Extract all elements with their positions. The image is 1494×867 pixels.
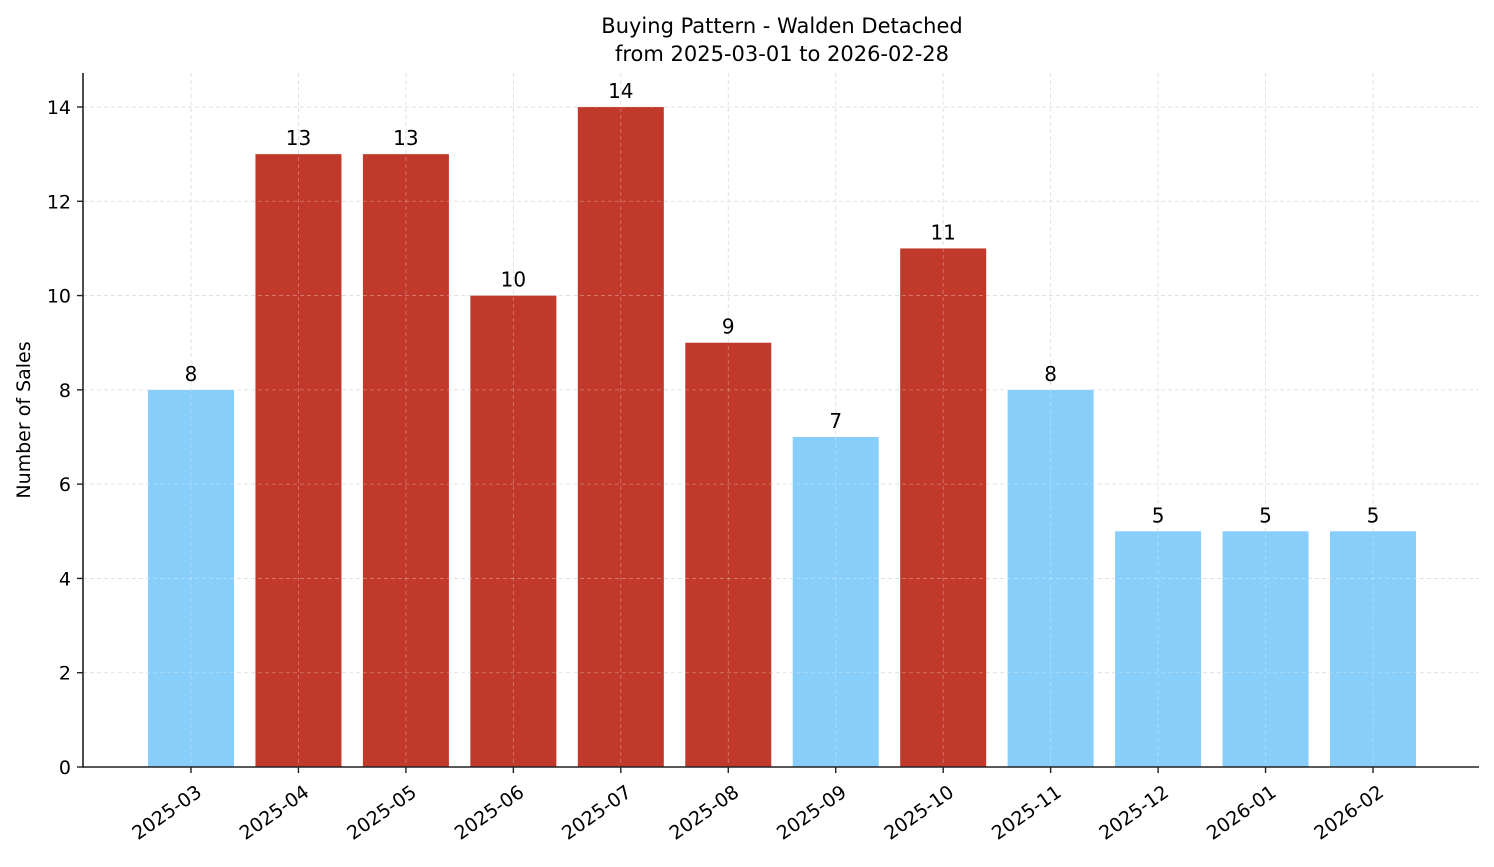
bar-2026-02 — [1330, 531, 1416, 767]
data-label: 8 — [1044, 362, 1057, 386]
y-tick-label: 2 — [59, 663, 71, 685]
x-tick-label: 2025-07 — [558, 781, 636, 845]
gridlines-overlay — [83, 73, 1479, 767]
y-tick-label: 4 — [59, 568, 71, 590]
data-label: 5 — [1259, 503, 1272, 527]
bar-2025-11 — [1007, 389, 1094, 767]
x-tick-label: 2025-05 — [343, 781, 421, 845]
y-tick-label: 6 — [59, 474, 71, 496]
data-label: 5 — [1367, 503, 1380, 527]
data-label: 13 — [286, 126, 311, 150]
x-tick-label: 2026-01 — [1203, 781, 1281, 845]
x-tick-label: 2025-08 — [665, 781, 743, 845]
bar-2025-04 — [255, 154, 342, 768]
data-label: 8 — [185, 362, 198, 386]
chart-title-line-1: Buying Pattern - Walden Detached — [601, 14, 962, 38]
bar-2025-06 — [470, 295, 557, 767]
y-tick-label: 0 — [59, 757, 71, 779]
x-tick-label: 2025-03 — [128, 781, 206, 845]
x-tick-label: 2025-04 — [236, 781, 314, 845]
bars — [148, 107, 1416, 768]
y-tick-label: 8 — [59, 380, 71, 402]
x-tick-label: 2025-06 — [451, 781, 529, 845]
bar-2025-03 — [148, 389, 234, 767]
data-label: 10 — [501, 268, 526, 292]
bar-2025-08 — [685, 342, 772, 767]
bar-2025-09 — [792, 437, 879, 767]
data-label: 13 — [393, 126, 418, 150]
y-axis-ticks: 0 2 4 6 8 10 12 14 — [47, 97, 83, 779]
x-tick-label: 2025-12 — [1095, 781, 1173, 845]
bar-2025-07 — [577, 107, 664, 767]
data-label: 9 — [722, 315, 735, 339]
data-label: 5 — [1152, 503, 1165, 527]
bar-2025-12 — [1115, 531, 1202, 767]
y-tick-label: 10 — [47, 286, 71, 308]
chart-title: Buying Pattern - Walden Detached from 20… — [601, 14, 962, 66]
bar-2025-10 — [900, 248, 987, 767]
bar-2025-05 — [362, 154, 449, 768]
y-axis-label: Number of Sales — [13, 341, 35, 498]
y-tick-label: 12 — [47, 191, 71, 213]
x-tick-label: 2025-11 — [988, 781, 1066, 845]
bar-2026-01 — [1222, 531, 1309, 767]
x-tick-label: 2026-02 — [1310, 781, 1388, 845]
x-axis-ticks: 2025-03 2025-04 2025-05 2025-06 2025-07 2025-… — [128, 767, 1388, 845]
y-tick-label: 14 — [47, 97, 71, 119]
data-labels: 8 13 13 10 14 9 7 11 8 5 5 5 — [185, 79, 1380, 527]
chart-title-line-2: from 2025-03-01 to 2026-02-28 — [615, 42, 949, 66]
data-label: 11 — [930, 220, 955, 244]
data-label: 14 — [608, 79, 633, 103]
axes — [82, 73, 1479, 768]
x-tick-label: 2025-09 — [773, 781, 851, 845]
x-tick-label: 2025-10 — [880, 781, 958, 845]
data-label: 7 — [829, 409, 842, 433]
